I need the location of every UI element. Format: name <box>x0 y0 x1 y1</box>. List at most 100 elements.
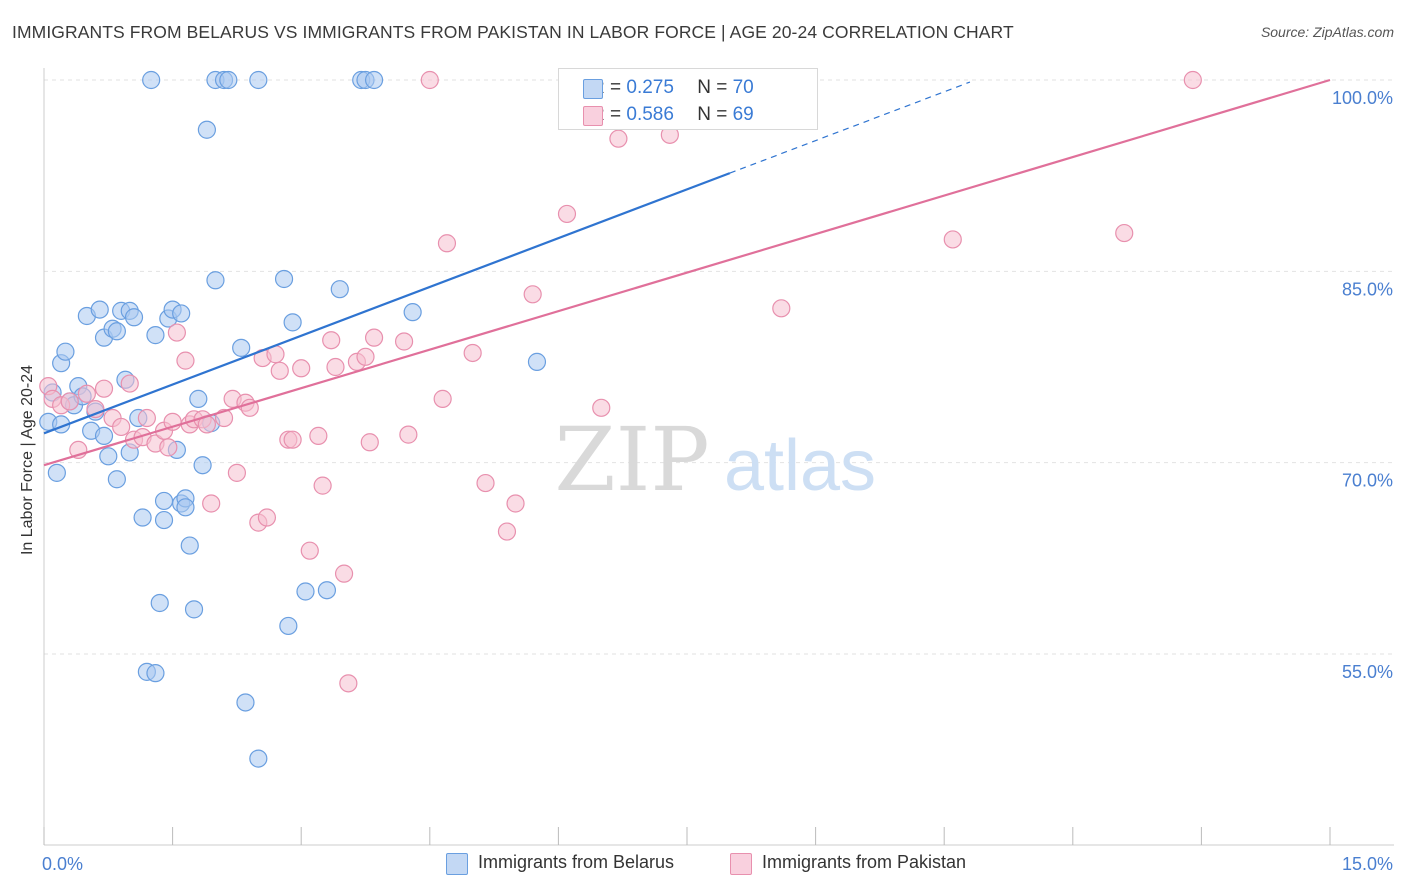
pakistan-point <box>167 323 186 342</box>
pakistan-point <box>257 508 277 527</box>
pakistan-point <box>433 389 452 408</box>
belarus-point <box>206 271 225 290</box>
pakistan-point <box>322 331 341 350</box>
pakistan-point <box>300 541 319 560</box>
watermark-atlas: atlas <box>724 426 876 506</box>
belarus-trend-extension <box>729 81 971 174</box>
belarus-point <box>296 582 315 601</box>
pakistan-legend-swatch <box>730 853 752 875</box>
pakistan-n-label: N = <box>697 104 733 125</box>
belarus-point <box>99 447 118 466</box>
pakistan-point <box>437 234 457 253</box>
x-tick-label: 0.0% <box>42 854 83 874</box>
belarus-n-label: N = <box>697 77 733 98</box>
pakistan-point <box>592 398 611 417</box>
pakistan-point <box>94 379 114 398</box>
trend-lines <box>43 78 1331 467</box>
belarus-point <box>94 426 114 445</box>
axes <box>43 68 1394 846</box>
belarus-point <box>47 463 66 482</box>
belarus-point <box>232 338 251 357</box>
pakistan-point <box>360 433 379 452</box>
belarus-point <box>403 303 422 322</box>
belarus-legend-swatch <box>446 853 468 875</box>
correlation-legend: R = 0.275 N = 70 R = 0.586 N = 69 <box>558 68 818 130</box>
belarus-point <box>176 498 195 517</box>
pakistan-point <box>557 204 577 224</box>
belarus-point <box>107 470 126 489</box>
belarus-point <box>150 593 169 613</box>
pakistan-point <box>270 361 289 380</box>
belarus-point <box>133 508 152 527</box>
watermark: ZIP atlas <box>554 408 876 511</box>
belarus-point <box>172 304 191 323</box>
pakistan-point <box>463 343 482 363</box>
pakistan-point <box>202 494 221 513</box>
pakistan-point <box>609 129 628 148</box>
belarus-point <box>249 70 268 90</box>
belarus-point <box>180 536 199 555</box>
pakistan-point <box>77 384 96 403</box>
belarus-point <box>249 749 268 768</box>
pakistan-point <box>60 392 79 411</box>
y-tick-label: 55.0% <box>1342 662 1393 682</box>
pakistan-point <box>506 494 525 513</box>
y-tick-label: 100.0% <box>1332 88 1393 108</box>
belarus-point <box>56 342 75 361</box>
belarus-point <box>527 352 547 371</box>
pakistan-point <box>120 374 139 393</box>
pakistan-point <box>523 285 542 304</box>
pakistan-point <box>334 564 354 583</box>
pakistan-point <box>309 426 328 445</box>
pakistan-legend-label: Immigrants from Pakistan <box>762 852 967 872</box>
belarus-point <box>189 389 208 408</box>
legend-row-pakistan: R = 0.586 N = 69 <box>583 104 754 126</box>
pakistan-points <box>39 70 1202 693</box>
belarus-point <box>330 280 349 299</box>
belarus-point <box>124 308 144 327</box>
belarus-point <box>154 510 174 530</box>
legend-row-belarus: R = 0.275 N = 70 <box>583 77 754 99</box>
source-credit: Source: ZipAtlas.com <box>1260 24 1394 40</box>
y-tick-label: 85.0% <box>1342 279 1393 299</box>
watermark-zip: ZIP <box>554 408 709 511</box>
belarus-point <box>184 600 204 619</box>
pakistan-trend-line <box>43 78 1331 467</box>
belarus-point <box>146 664 165 683</box>
belarus-point <box>142 70 161 90</box>
belarus-point <box>107 322 126 341</box>
legend-belarus: Immigrants from Belarus <box>446 852 675 875</box>
belarus-point <box>279 616 298 636</box>
pakistan-n-value: 69 <box>732 104 754 125</box>
pakistan-point <box>356 347 375 366</box>
belarus-point <box>90 300 109 319</box>
y-axis-label: In Labor Force | Age 20-24 <box>19 364 36 556</box>
pakistan-point <box>420 70 439 90</box>
tick-labels: 100.0% 85.0% 70.0% 55.0% 0.0% 15.0% <box>42 88 1393 874</box>
pakistan-point <box>112 417 131 437</box>
pakistan-point <box>339 674 358 693</box>
belarus-point <box>193 456 212 475</box>
pakistan-point <box>159 438 178 457</box>
y-tick-label: 70.0% <box>1342 471 1393 491</box>
pakistan-point <box>326 357 345 377</box>
belarus-point <box>274 269 294 289</box>
pakistan-point <box>137 408 156 428</box>
pakistan-point <box>364 328 384 347</box>
belarus-point <box>236 693 255 712</box>
belarus-point <box>146 326 165 345</box>
belarus-swatch <box>583 79 603 99</box>
pakistan-point <box>394 332 414 351</box>
belarus-point <box>219 70 238 90</box>
x-tick-label: 15.0% <box>1342 854 1393 874</box>
pakistan-point <box>1183 70 1202 90</box>
belarus-legend-label: Immigrants from Belarus <box>478 852 675 872</box>
pakistan-point <box>1115 223 1134 243</box>
pakistan-point <box>214 408 234 428</box>
belarus-point <box>317 581 337 600</box>
pakistan-swatch <box>583 106 603 126</box>
chart-title: IMMIGRANTS FROM BELARUS VS IMMIGRANTS FR… <box>12 22 1014 42</box>
pakistan-point <box>283 430 302 449</box>
pakistan-point <box>772 299 791 318</box>
